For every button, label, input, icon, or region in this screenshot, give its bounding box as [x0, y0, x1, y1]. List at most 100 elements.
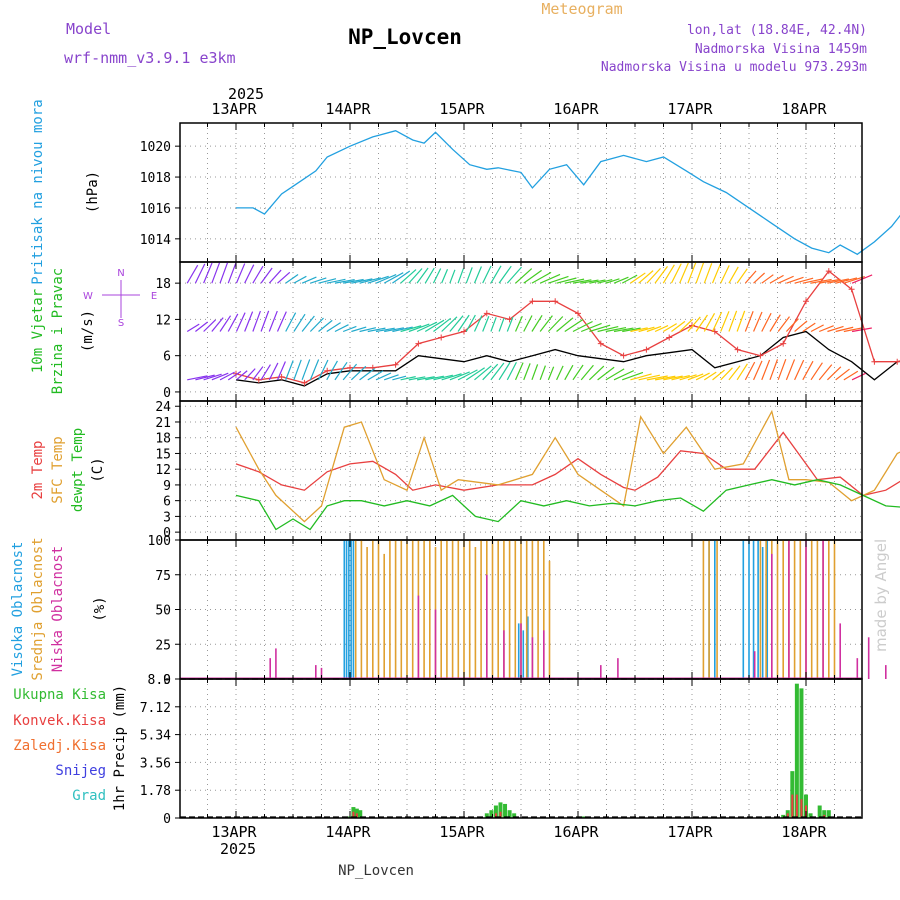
wind-arrow: [843, 370, 859, 381]
wind-arrow: [556, 365, 564, 381]
wind-arrow: [326, 278, 346, 284]
wind-arrow: [827, 278, 849, 284]
gust-marker: [529, 298, 536, 305]
wind-arrow: [728, 266, 739, 284]
y-tick-label: 1016: [140, 202, 171, 217]
wind-arrow: [588, 365, 605, 381]
wind-arrow: [523, 269, 542, 284]
wind-arrow: [671, 374, 690, 381]
wind-arrow: [547, 366, 555, 381]
wind-arrow: [523, 363, 531, 381]
wind-arrow: [424, 319, 445, 333]
wind-arrow: [703, 371, 717, 381]
wind-arrow: [564, 364, 574, 381]
wind-arrow: [400, 376, 416, 381]
wind-arrow: [227, 370, 242, 381]
wind-arrow: [818, 364, 833, 381]
wind-arrow: [622, 371, 644, 381]
wind-arrow: [679, 318, 694, 332]
wind-arrow: [802, 278, 823, 284]
wind-arrow: [670, 263, 682, 284]
wind-arrow: [810, 278, 832, 284]
wind-arrow: [539, 273, 561, 284]
wind-arrow: [736, 363, 748, 381]
precip-unit: 1hr Precip (mm): [112, 685, 128, 811]
wind-arrow: [359, 327, 377, 333]
wind-arrow: [465, 267, 473, 284]
wind-arrow: [482, 316, 490, 332]
y-tick-label: 12: [155, 313, 171, 328]
gust-marker: [324, 367, 331, 374]
wind-arrow: [515, 268, 533, 284]
wind-arrow: [203, 319, 216, 332]
wind-arrow: [400, 325, 422, 333]
wind-arrow: [728, 310, 738, 332]
date-label-bottom: 18APR: [781, 823, 827, 841]
wind-arrow: [359, 368, 376, 381]
wind-arrow: [432, 268, 442, 284]
wind-arrow: [786, 276, 804, 284]
wind-arrow: [317, 359, 329, 381]
pressure-title: Pritisak na nivou mora: [30, 99, 46, 284]
wind-arrow: [318, 278, 337, 284]
precip-legend-item: Snijeg: [55, 763, 106, 779]
precip-bar: [484, 813, 489, 818]
panel-4: 0 25 50 75 100: [148, 534, 887, 688]
wind-arrow: [375, 273, 397, 284]
station-title: NP_Lovcen: [348, 25, 462, 49]
wind-arrow: [769, 314, 781, 332]
y-tick-label: 9: [163, 479, 171, 494]
wind-arrow: [777, 275, 794, 284]
wind-arrow: [761, 312, 772, 332]
wind-arrow: [514, 315, 523, 332]
wind-arrow: [187, 375, 208, 381]
model-name: wrf-nmm_v3.9.1 e3km: [64, 49, 236, 67]
wind-arrow: [260, 364, 271, 381]
precip-bar: [581, 816, 586, 818]
wind-arrow: [662, 264, 675, 284]
wind-arrow: [310, 277, 327, 284]
precip-bar: [795, 794, 798, 818]
gust-marker: [734, 346, 741, 353]
date-label-bottom: 14APR: [325, 823, 371, 841]
wind-arrow: [703, 313, 716, 332]
gust-marker: [255, 376, 262, 383]
wind-arrow: [769, 274, 784, 284]
wind-arrow: [244, 264, 255, 284]
wind-arrow: [728, 365, 741, 381]
wind-arrow: [531, 364, 539, 381]
wind-arrow: [671, 320, 686, 332]
wind-arrow: [276, 361, 286, 381]
wind-arrow: [342, 325, 357, 333]
series-line-brzina: [235, 330, 900, 387]
year-top: 2025: [228, 85, 264, 103]
date-label-top: 17APR: [667, 100, 713, 118]
y-tick-label: 75: [155, 569, 171, 584]
wind-arrow: [711, 263, 721, 284]
wind-arrow: [630, 272, 646, 284]
y-tick-label: 7.12: [140, 701, 171, 716]
wind-arrow: [186, 323, 200, 333]
wind-arrow: [679, 374, 697, 381]
gust-marker: [871, 358, 878, 365]
wind-arrow: [326, 360, 338, 381]
precip-bar: [826, 810, 831, 818]
y-tick-label: 0: [163, 673, 171, 688]
wind-unit: (m/s): [80, 310, 96, 352]
y-tick-label: 6: [163, 495, 171, 510]
wind-arrow: [523, 315, 533, 332]
wind-arrow: [547, 316, 564, 332]
precip-bar: [786, 813, 789, 818]
wind-arrow: [581, 279, 599, 284]
precip-legend-item: Ukupna Kisa: [13, 687, 106, 703]
wind-arrow: [810, 362, 823, 381]
wind-arrow: [572, 320, 593, 333]
wind-arrow: [687, 262, 697, 284]
wind-arrow: [235, 312, 246, 332]
wind-arrow: [449, 371, 470, 381]
cloud-unit: (%): [92, 596, 108, 621]
gust-marker: [483, 310, 490, 317]
wind-arrow: [613, 370, 635, 381]
wind-arrow: [654, 266, 668, 284]
